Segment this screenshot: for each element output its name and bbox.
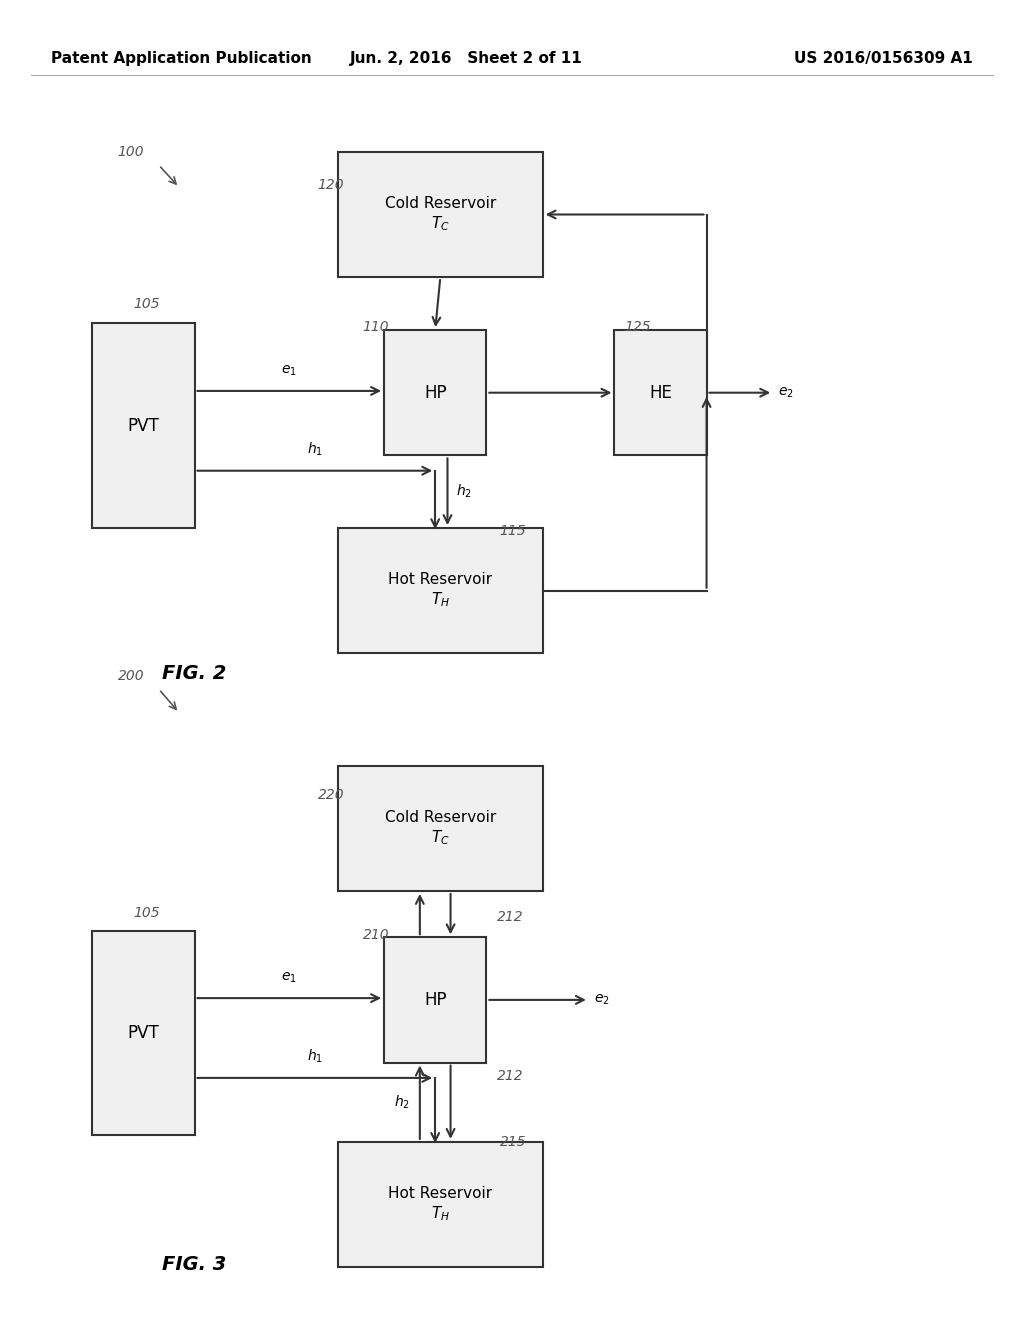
FancyBboxPatch shape (384, 937, 486, 1063)
Text: 115: 115 (500, 524, 526, 537)
Text: 105: 105 (133, 907, 160, 920)
FancyBboxPatch shape (92, 323, 195, 528)
Text: 100: 100 (118, 145, 144, 158)
Text: $e_2$: $e_2$ (778, 385, 794, 400)
FancyBboxPatch shape (338, 1142, 543, 1267)
Text: $h_1$: $h_1$ (307, 1047, 323, 1065)
Text: US 2016/0156309 A1: US 2016/0156309 A1 (794, 50, 973, 66)
Text: Hot Reservoir
$T_H$: Hot Reservoir $T_H$ (388, 1187, 493, 1222)
Text: FIG. 2: FIG. 2 (163, 664, 226, 682)
Text: $e_2$: $e_2$ (594, 993, 609, 1007)
Text: HP: HP (424, 991, 446, 1008)
FancyBboxPatch shape (92, 931, 195, 1135)
Text: 215: 215 (500, 1135, 526, 1148)
Text: 105: 105 (133, 297, 160, 310)
Text: Cold Reservoir
$T_C$: Cold Reservoir $T_C$ (385, 197, 496, 232)
Text: $h_1$: $h_1$ (307, 440, 323, 458)
FancyBboxPatch shape (338, 152, 543, 277)
Text: 212: 212 (497, 1069, 523, 1082)
Text: 110: 110 (362, 321, 389, 334)
Text: 220: 220 (317, 788, 344, 801)
Text: 212: 212 (497, 911, 523, 924)
Text: Hot Reservoir
$T_H$: Hot Reservoir $T_H$ (388, 573, 493, 609)
Text: $e_1$: $e_1$ (282, 363, 297, 378)
FancyBboxPatch shape (338, 766, 543, 891)
FancyBboxPatch shape (338, 528, 543, 653)
Text: $e_1$: $e_1$ (282, 970, 297, 985)
Text: PVT: PVT (127, 417, 160, 434)
Text: FIG. 3: FIG. 3 (163, 1255, 226, 1274)
Text: 120: 120 (317, 178, 344, 191)
Text: Patent Application Publication: Patent Application Publication (51, 50, 312, 66)
Text: Cold Reservoir
$T_C$: Cold Reservoir $T_C$ (385, 810, 496, 846)
Text: $h_2$: $h_2$ (393, 1093, 410, 1111)
Text: HE: HE (649, 384, 672, 401)
Text: HP: HP (424, 384, 446, 401)
Text: Jun. 2, 2016   Sheet 2 of 11: Jun. 2, 2016 Sheet 2 of 11 (349, 50, 583, 66)
Text: PVT: PVT (127, 1024, 160, 1041)
Text: 210: 210 (362, 928, 389, 941)
Text: 200: 200 (118, 669, 144, 682)
FancyBboxPatch shape (614, 330, 707, 455)
Text: $h_2$: $h_2$ (456, 483, 472, 500)
FancyBboxPatch shape (384, 330, 486, 455)
Text: 125: 125 (625, 321, 651, 334)
